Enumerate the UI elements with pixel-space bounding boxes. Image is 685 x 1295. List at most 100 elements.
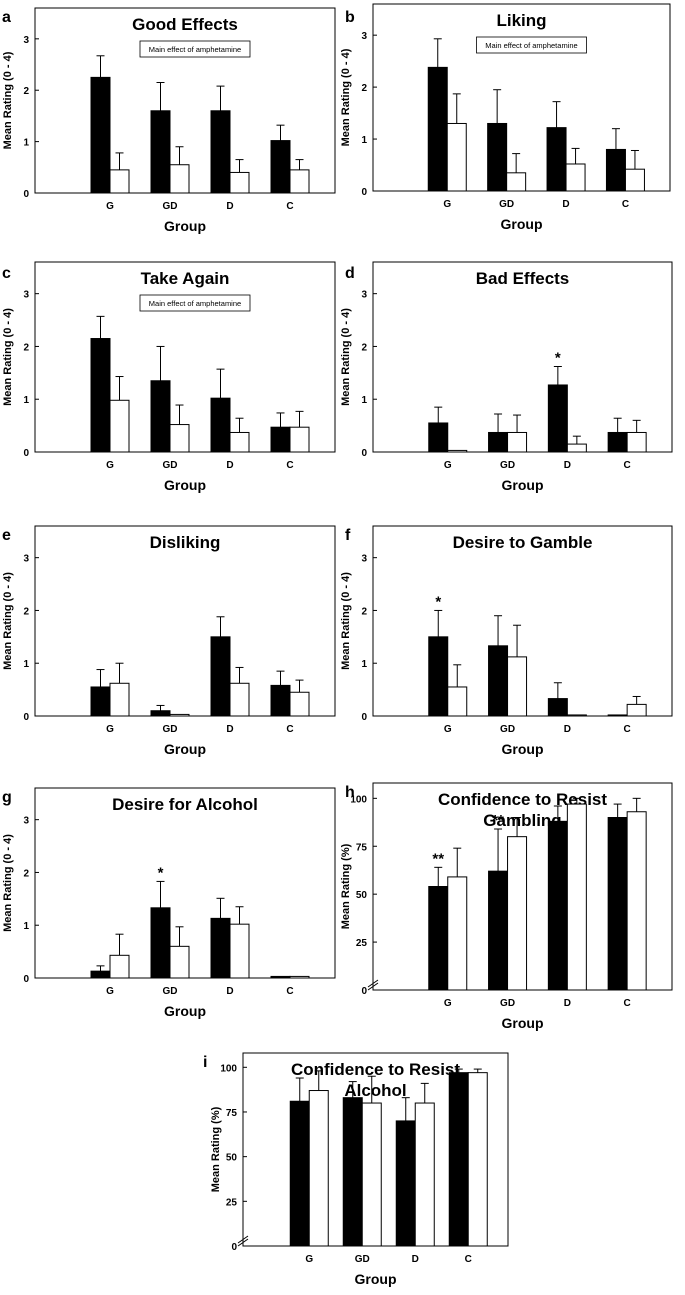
bar-placebo bbox=[289, 426, 310, 453]
chart-title-line-1: Confidence to Resist bbox=[291, 1060, 460, 1079]
y-axis-label: Mean Rating (0 - 4) bbox=[2, 308, 14, 406]
bar-amphetamine bbox=[395, 1120, 416, 1247]
bar-placebo bbox=[566, 803, 587, 991]
x-category-label: C bbox=[286, 201, 293, 212]
bar-placebo bbox=[109, 954, 130, 979]
y-tick-label: 100 bbox=[220, 1063, 237, 1074]
bar-placebo bbox=[109, 169, 130, 194]
x-category-label: GD bbox=[163, 460, 178, 471]
x-category-label: D bbox=[564, 998, 571, 1009]
bar-placebo bbox=[109, 399, 130, 453]
x-category-label: G bbox=[106, 460, 114, 471]
chart-panel-g: g Desire for Alcohol 0 1 2 3 Mean Rating (0 - … bbox=[2, 787, 336, 1019]
bar-amphetamine bbox=[270, 140, 291, 194]
bar-amphetamine bbox=[150, 110, 171, 194]
x-axis-label: Group bbox=[502, 477, 544, 493]
bar-amphetamine bbox=[488, 870, 509, 991]
y-tick-label: 1 bbox=[23, 395, 29, 406]
y-tick-label: 75 bbox=[226, 1108, 238, 1119]
x-axis-label: Group bbox=[164, 1003, 206, 1019]
x-category-label: D bbox=[562, 199, 569, 210]
bar-amphetamine bbox=[342, 1097, 363, 1247]
bar-amphetamine bbox=[270, 426, 291, 453]
bar-amphetamine bbox=[289, 1100, 310, 1247]
bar-amphetamine bbox=[547, 698, 568, 717]
chart-panel-c: c Take Again Main effect of amphetamine 0 1 2… bbox=[2, 261, 336, 493]
y-tick-label: 3 bbox=[23, 35, 29, 46]
panel-letter: a bbox=[2, 9, 11, 26]
x-category-label: C bbox=[286, 986, 293, 997]
bar-placebo bbox=[229, 923, 250, 979]
chart-title: Bad Effects bbox=[476, 269, 570, 288]
x-category-label: GD bbox=[163, 986, 178, 997]
panel-letter: f bbox=[345, 527, 351, 544]
bar-amphetamine bbox=[90, 686, 111, 717]
bar-placebo bbox=[414, 1102, 435, 1247]
y-tick-label: 0 bbox=[231, 1242, 237, 1253]
chart-title: Confidence to Resist Alcohol bbox=[291, 1060, 460, 1100]
x-axis-label: Group bbox=[355, 1271, 397, 1287]
bar-amphetamine bbox=[605, 148, 626, 192]
y-tick-label: 0 bbox=[361, 448, 367, 459]
y-tick-label: 1 bbox=[23, 921, 29, 932]
axis-break-mark bbox=[367, 979, 379, 988]
bar-amphetamine bbox=[90, 338, 111, 453]
x-category-label: G bbox=[106, 986, 114, 997]
x-category-label: G bbox=[444, 460, 452, 471]
bar-placebo bbox=[446, 122, 467, 192]
chart-title: Confidence to Resist Gambling bbox=[438, 790, 607, 830]
chart-title-line-2: Gambling bbox=[483, 811, 561, 830]
x-category-label: C bbox=[622, 199, 629, 210]
bar-amphetamine bbox=[150, 710, 171, 717]
x-category-label: D bbox=[226, 201, 233, 212]
x-category-label: GD bbox=[163, 724, 178, 735]
x-category-label: GD bbox=[500, 998, 515, 1009]
x-category-label: D bbox=[226, 986, 233, 997]
bar-placebo bbox=[447, 686, 468, 717]
panel-letter: e bbox=[2, 527, 11, 544]
chart-title-line-1: Confidence to Resist bbox=[438, 790, 607, 809]
x-category-label: G bbox=[443, 199, 451, 210]
chart-panel-d: d Bad Effects 0 1 2 3 Mean Rating (0 - 4) G GD D C… bbox=[340, 261, 673, 493]
bar-amphetamine bbox=[547, 384, 568, 453]
y-tick-label: 2 bbox=[23, 342, 29, 353]
x-category-label: D bbox=[564, 460, 571, 471]
y-axis-label: Mean Rating (0 - 4) bbox=[340, 308, 352, 406]
x-category-label: G bbox=[106, 201, 114, 212]
y-tick-label: 100 bbox=[350, 794, 367, 805]
y-tick-label: 3 bbox=[361, 31, 367, 42]
bar-amphetamine bbox=[427, 66, 448, 192]
bar-amphetamine bbox=[270, 684, 291, 717]
bar-placebo bbox=[626, 431, 647, 453]
panel-letter: b bbox=[345, 9, 355, 26]
bar-amphetamine bbox=[488, 431, 509, 453]
plot-frame bbox=[34, 261, 336, 453]
bar-amphetamine bbox=[90, 970, 111, 979]
bar-placebo bbox=[169, 424, 190, 453]
bar-amphetamine bbox=[150, 380, 171, 453]
panel-letter: i bbox=[203, 1054, 207, 1071]
y-tick-label: 1 bbox=[23, 138, 29, 149]
y-tick-label: 1 bbox=[23, 659, 29, 670]
y-tick-label: 2 bbox=[361, 606, 367, 617]
bar-placebo bbox=[506, 172, 527, 192]
y-tick-label: 2 bbox=[361, 342, 367, 353]
bar-amphetamine bbox=[488, 645, 509, 717]
chart-title: Take Again bbox=[141, 269, 230, 288]
panel-letter: c bbox=[2, 265, 11, 282]
y-axis-label: Mean Rating (%) bbox=[210, 1106, 222, 1192]
bar-placebo bbox=[289, 691, 310, 717]
annotation-box bbox=[476, 36, 587, 54]
y-tick-label: 0 bbox=[23, 974, 29, 985]
y-axis-label: Mean Rating (%) bbox=[340, 843, 352, 929]
x-category-label: G bbox=[444, 724, 452, 735]
x-category-label: C bbox=[286, 724, 293, 735]
bar-placebo bbox=[229, 431, 250, 453]
bar-placebo bbox=[169, 945, 190, 979]
chart-panel-b: b Liking Main effect of amphetamine 0 1 2 3 Mea… bbox=[340, 3, 671, 232]
bar-amphetamine bbox=[428, 636, 449, 717]
annotation-text: Main effect of amphetamine bbox=[485, 41, 577, 50]
y-tick-label: 50 bbox=[356, 890, 368, 901]
bar-amphetamine bbox=[487, 122, 508, 192]
